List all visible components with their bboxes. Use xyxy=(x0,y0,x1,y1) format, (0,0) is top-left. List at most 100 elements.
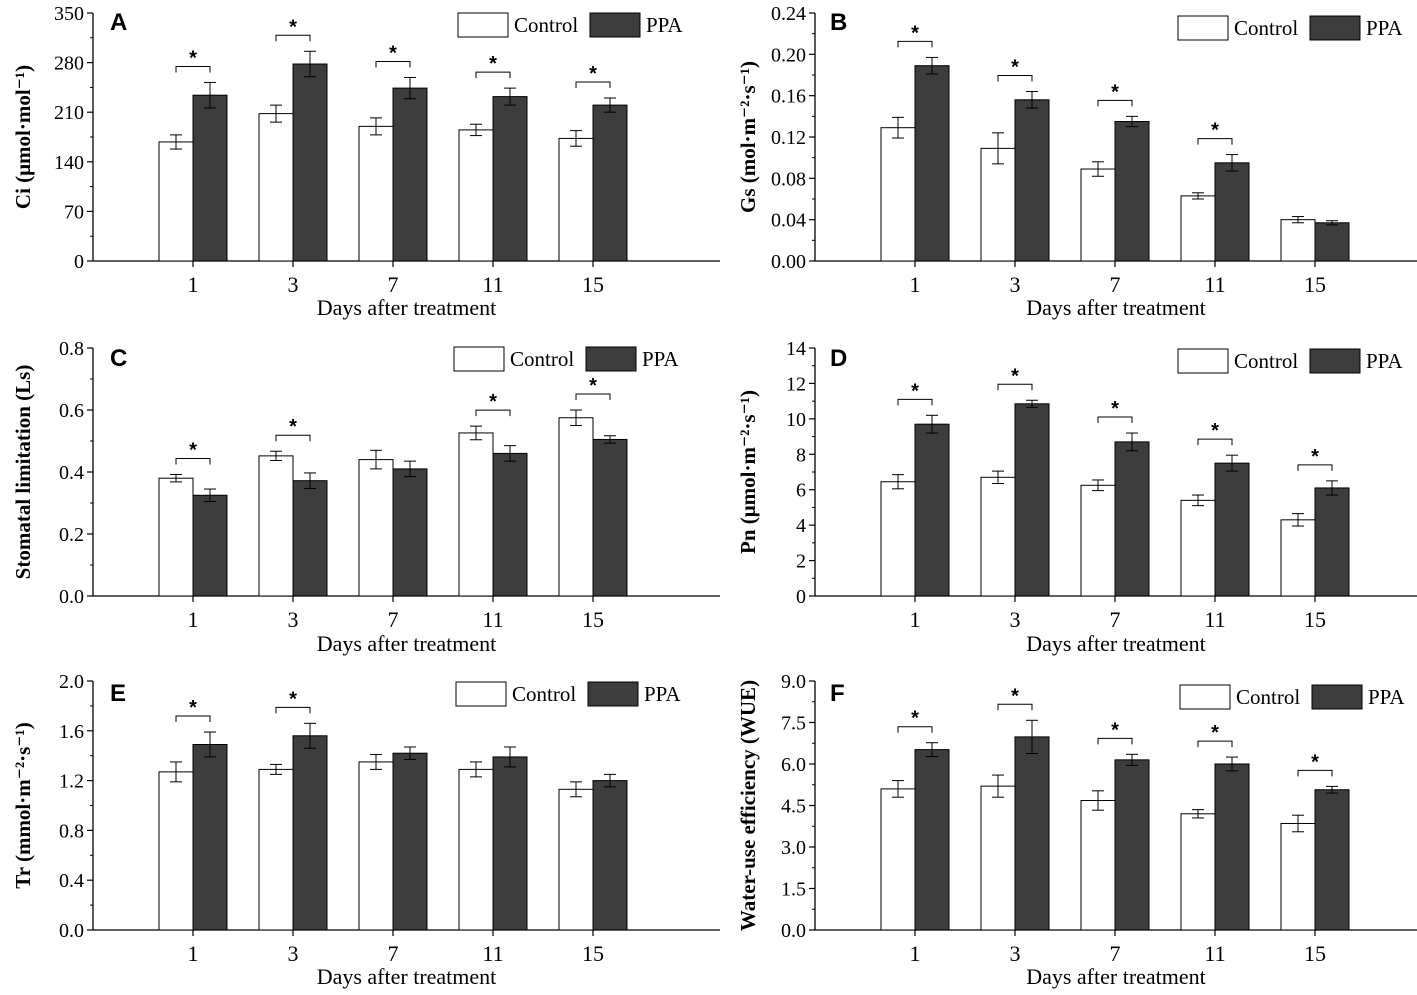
significance-star: * xyxy=(289,16,297,38)
y-tick-label: 0 xyxy=(74,251,84,273)
y-tick-label: 8 xyxy=(796,444,806,466)
control-bar xyxy=(258,455,294,597)
y-tick-label: 0.04 xyxy=(771,210,806,232)
x-tick-label: 1 xyxy=(910,272,921,297)
x-tick-label: 15 xyxy=(582,941,604,966)
control-bar xyxy=(1080,484,1116,597)
ppa-bar xyxy=(292,735,328,931)
significance-bracket xyxy=(897,398,933,406)
x-axis-label: Days after treatment xyxy=(317,631,497,656)
y-tick-label: 2 xyxy=(796,551,806,573)
legend: Control PPA xyxy=(1177,15,1403,41)
legend-control-label: Control xyxy=(512,682,576,706)
significance-star: * xyxy=(189,47,197,69)
ppa-bar xyxy=(1214,763,1250,931)
ppa-bar xyxy=(914,749,950,931)
significance-star: * xyxy=(589,63,597,85)
significance-star: * xyxy=(911,708,919,730)
x-tick-label: 15 xyxy=(582,607,604,632)
ppa-bar xyxy=(592,780,628,931)
significance-star: * xyxy=(1211,722,1219,744)
panel-letter: F xyxy=(830,680,845,707)
legend-ppa-swatch xyxy=(587,681,639,707)
control-bar xyxy=(1180,499,1216,597)
x-axis-label: Days after treatment xyxy=(317,295,497,320)
control-bar xyxy=(1080,800,1116,931)
significance-bracket xyxy=(1197,438,1233,446)
control-bar xyxy=(358,761,394,931)
ppa-bar xyxy=(1014,403,1050,597)
control-bar xyxy=(258,113,294,262)
legend-ppa-label: PPA xyxy=(642,347,679,371)
significance-bracket xyxy=(175,715,211,723)
x-tick-label: 15 xyxy=(582,272,604,297)
legend-ppa-label: PPA xyxy=(646,13,683,37)
y-tick-label: 7.5 xyxy=(781,713,806,735)
y-tick-label: 4.5 xyxy=(781,796,806,818)
ppa-bar xyxy=(1014,99,1050,262)
y-tick-label: 6 xyxy=(796,480,806,502)
legend-control-swatch xyxy=(455,681,507,707)
x-tick-label: 3 xyxy=(288,272,299,297)
control-bar xyxy=(1280,519,1316,597)
y-tick-label: 1.6 xyxy=(59,721,84,743)
y-axis-label: Water-use efficiency (WUE) xyxy=(736,680,760,931)
y-tick-label: 1.5 xyxy=(781,879,806,901)
ppa-bar xyxy=(492,452,528,597)
control-bar xyxy=(980,147,1016,262)
significance-bracket xyxy=(175,457,211,465)
legend-control-swatch xyxy=(1177,15,1229,41)
legend-ppa-swatch xyxy=(585,346,637,372)
control-bar xyxy=(1180,813,1216,931)
legend-control-swatch xyxy=(1177,348,1229,374)
y-axis-label: Tr (mmol·m⁻²·s⁻¹) xyxy=(11,722,35,888)
panel-f: 0.0 1.5 3.0 4.5 6.0 7.5 9.0 1 * 3 * 7 * 11 * 15 * Days af… xyxy=(736,671,1417,989)
control-bar xyxy=(358,125,394,262)
y-axis-label: Stomatal limitation (Ls) xyxy=(11,365,35,580)
y-tick-label: 0.20 xyxy=(771,44,806,66)
y-tick-label: 210 xyxy=(54,102,84,124)
y-tick-label: 0.2 xyxy=(59,524,84,546)
significance-bracket xyxy=(1097,416,1133,424)
x-axis-label: Days after treatment xyxy=(1026,964,1206,989)
legend-control-label: Control xyxy=(1234,16,1298,40)
ppa-bar xyxy=(1114,441,1150,597)
y-axis-label: Gs (mol·m⁻²·s⁻¹) xyxy=(736,61,760,213)
control-bar xyxy=(258,768,294,931)
ppa-bar xyxy=(492,756,528,931)
ppa-bar xyxy=(1114,759,1150,931)
control-bar xyxy=(558,137,594,262)
x-tick-label: 15 xyxy=(1304,941,1326,966)
significance-bracket xyxy=(897,40,933,48)
x-tick-label: 7 xyxy=(388,607,399,632)
significance-bracket xyxy=(1297,464,1333,471)
y-tick-label: 0.08 xyxy=(771,168,806,190)
ppa-bar xyxy=(192,494,228,597)
x-tick-label: 1 xyxy=(188,607,199,632)
significance-bracket xyxy=(375,60,411,68)
ppa-bar xyxy=(392,752,428,931)
y-tick-label: 14 xyxy=(786,338,806,360)
ppa-bar xyxy=(1314,487,1350,597)
significance-star: * xyxy=(489,53,497,75)
y-tick-label: 0 xyxy=(796,586,806,608)
ppa-bar xyxy=(1214,462,1250,597)
significance-star: * xyxy=(1211,420,1219,442)
ppa-bar xyxy=(914,65,950,262)
significance-star: * xyxy=(1011,57,1019,79)
control-bar xyxy=(980,476,1016,597)
significance-bracket xyxy=(575,81,611,89)
y-tick-label: 2.0 xyxy=(59,671,84,693)
y-tick-label: 0.0 xyxy=(781,920,806,942)
x-tick-label: 1 xyxy=(188,941,199,966)
legend: Control PPA xyxy=(455,681,681,707)
y-tick-label: 0.00 xyxy=(771,251,806,273)
ppa-bar xyxy=(292,480,328,597)
legend-ppa-label: PPA xyxy=(1366,349,1403,373)
significance-bracket xyxy=(275,434,311,442)
legend-control-label: Control xyxy=(514,13,578,37)
legend-ppa-swatch xyxy=(1309,15,1361,41)
panel-a: 0 70 140 210 280 350 1 * 3 * 7 * 11 * 15 * Days after tr… xyxy=(11,3,720,320)
control-bar xyxy=(458,129,494,262)
y-tick-label: 0.16 xyxy=(771,86,806,108)
